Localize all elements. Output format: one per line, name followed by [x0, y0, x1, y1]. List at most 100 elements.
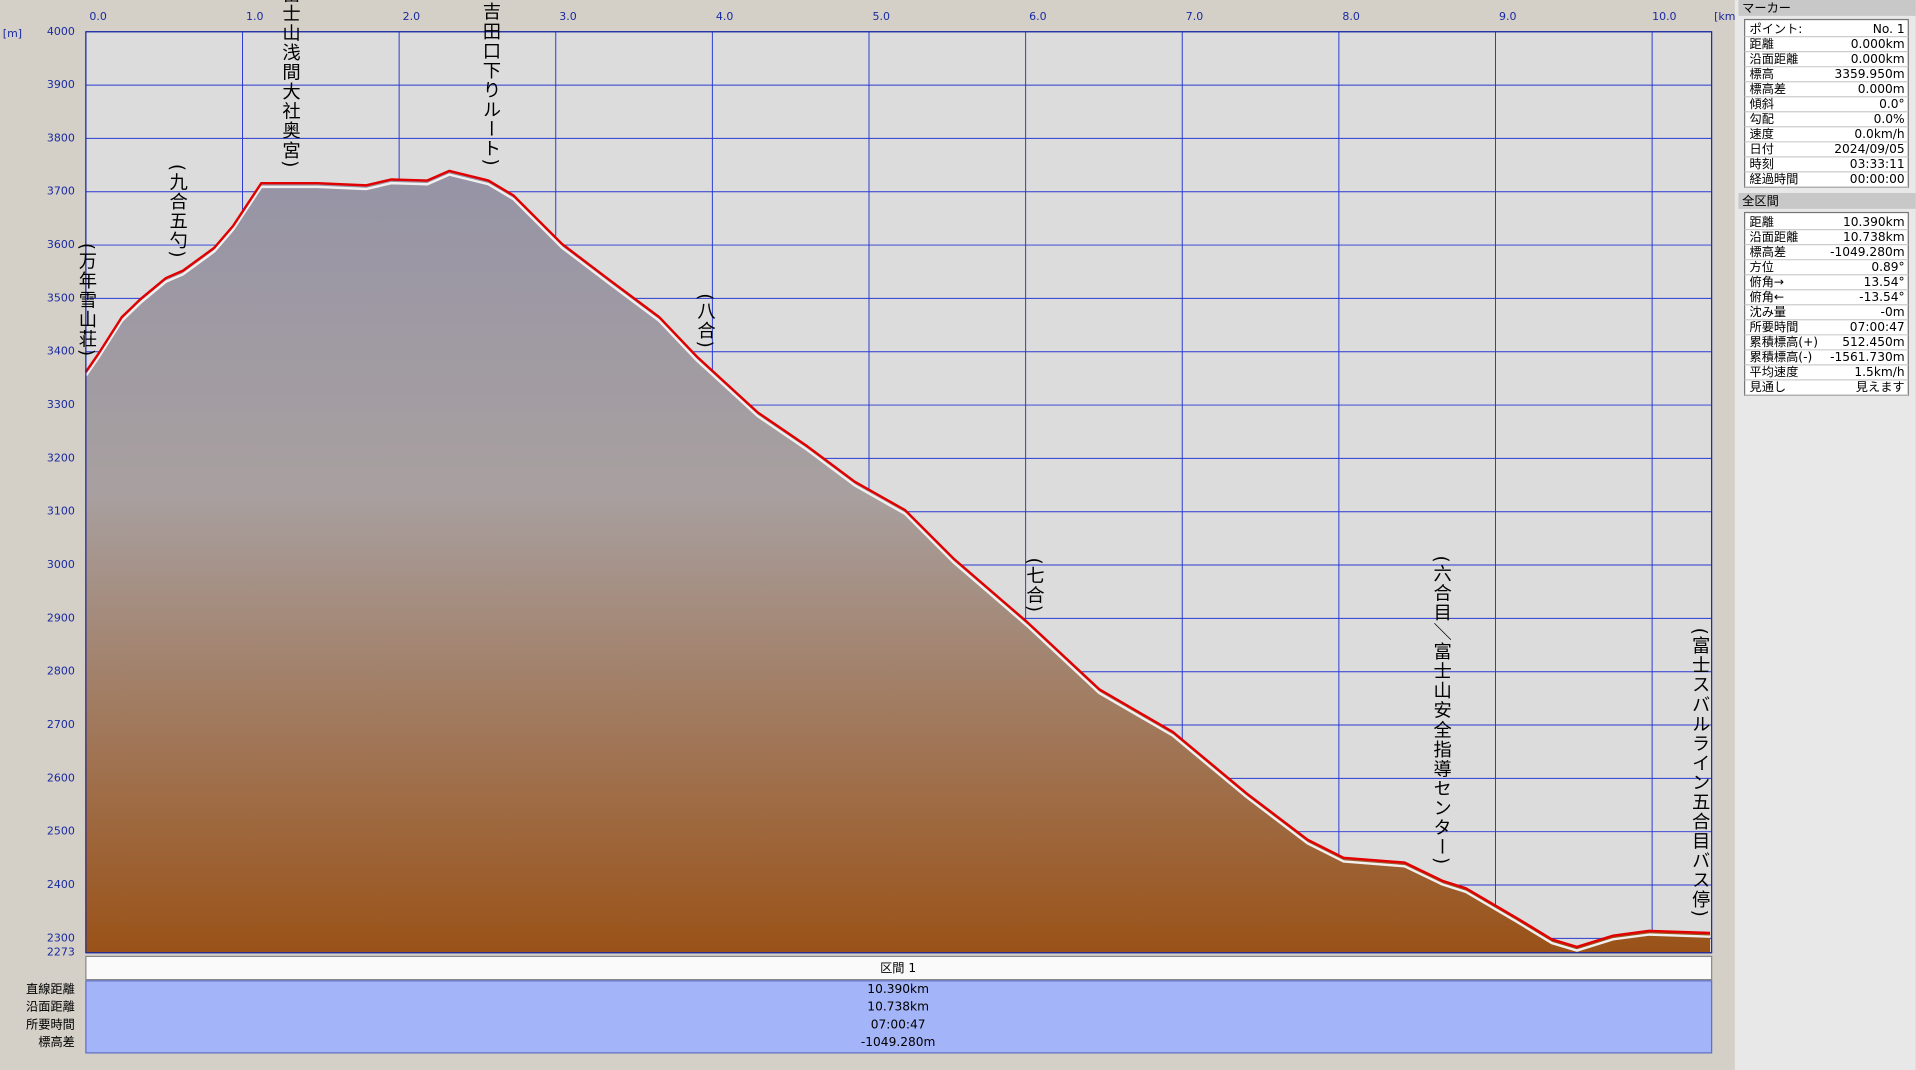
panel-value: No. 1 — [1873, 22, 1905, 36]
panel-value: -1561.730m — [1830, 350, 1905, 364]
panel-label: 日付 — [1750, 142, 1774, 156]
y-tick-label: 3800 — [47, 131, 75, 144]
annotation: (八合) — [695, 293, 716, 349]
y-tick-label: 3300 — [47, 398, 75, 411]
panel-label: 見通し — [1750, 380, 1787, 394]
panel-label: 速度 — [1750, 126, 1774, 141]
plot-border — [85, 31, 1713, 954]
panel-label: 勾配 — [1750, 112, 1774, 126]
x-tick-label: 2.0 — [403, 10, 420, 23]
panel-label: 距離 — [1750, 37, 1774, 51]
section-label: 所要時間 — [26, 1017, 75, 1031]
x-axis-label: [km] — [1714, 10, 1740, 23]
section-body — [85, 980, 1713, 1054]
annotation: (富士山浅間大社奥宮) — [279, 0, 300, 169]
panel-header-bg — [1738, 192, 1916, 209]
y-tick-label: 2400 — [47, 878, 75, 891]
elevation-line — [84, 169, 1711, 949]
panel-value: 13.54° — [1864, 275, 1905, 289]
x-tick-label: 8.0 — [1342, 10, 1359, 23]
panel-label: 傾斜 — [1750, 96, 1774, 111]
panel-label: 標高差 — [1750, 244, 1787, 259]
panel-label: 方位 — [1750, 259, 1774, 274]
y-tick-label: 2600 — [47, 771, 75, 784]
y-tick-label: 2300 — [47, 931, 75, 944]
x-tick-label: 0.0 — [89, 10, 106, 23]
panel-value: -1049.280m — [1830, 245, 1905, 259]
x-tick-label: 4.0 — [716, 10, 733, 23]
annotation: (七合) — [1023, 557, 1044, 613]
panel-label: 時刻 — [1750, 157, 1774, 171]
panel-label: 所要時間 — [1750, 320, 1799, 334]
y-tick-label: 3000 — [47, 558, 75, 571]
panel-value: 07:00:47 — [1850, 320, 1905, 334]
elevation-area — [85, 170, 1711, 953]
panel-label: 距離 — [1750, 215, 1774, 229]
panel-box — [1744, 18, 1909, 188]
annotation: (六合目＼富士山安全指導センター) — [1431, 555, 1452, 865]
panel-header-bg — [1738, 0, 1916, 16]
y-tick-label: 3700 — [47, 185, 75, 198]
y-tick-label: 3400 — [47, 345, 75, 358]
panel-value: -13.54° — [1859, 290, 1904, 304]
section-label: 沿面距離 — [26, 1000, 75, 1014]
panel-value: 03:33:11 — [1850, 157, 1905, 171]
panel-value: 2024/09/05 — [1834, 142, 1904, 156]
section-header: 区間 1 — [880, 961, 916, 975]
annotation: (九合五勺) — [167, 164, 188, 259]
panel-value: 10.390km — [1843, 215, 1905, 229]
panel-label: 沈み量 — [1750, 304, 1787, 319]
elevation-shadow — [84, 173, 1711, 952]
y-tick-label: 2500 — [47, 825, 75, 838]
panel-label: ポイント: — [1750, 22, 1803, 36]
panel-value: 0.000km — [1851, 37, 1905, 51]
x-tick-label: 9.0 — [1499, 10, 1516, 23]
panel-value: 見えます — [1856, 380, 1905, 394]
panel-value: 0.000km — [1851, 52, 1905, 66]
panel-value: 0.0km/h — [1854, 127, 1904, 141]
annotation: (富士スバルライン五合目バス停) — [1689, 628, 1710, 918]
section-label: 直線距離 — [26, 981, 75, 996]
x-tick-label: 6.0 — [1029, 10, 1046, 23]
panel-value: -0m — [1881, 305, 1905, 319]
panel-label: 経過時間 — [1750, 172, 1799, 186]
section-value: 10.738km — [867, 1000, 929, 1014]
panel-label: 累積標高(-) — [1750, 349, 1813, 364]
panel-value: 3359.950m — [1835, 67, 1905, 81]
y-tick-label: 3200 — [47, 451, 75, 464]
annotation: (万年雪山荘) — [76, 243, 97, 357]
y-tick-label: 2273 — [47, 946, 75, 959]
x-tick-label: 1.0 — [246, 10, 263, 23]
panel-label: 平均速度 — [1750, 364, 1799, 379]
panel-header: マーカー — [1742, 1, 1791, 15]
y-tick-label: 3100 — [47, 505, 75, 518]
x-tick-label: 7.0 — [1186, 10, 1203, 23]
x-tick-label: 10.0 — [1652, 10, 1676, 23]
section-value: 07:00:47 — [871, 1017, 926, 1031]
section-value: -1049.280m — [861, 1035, 936, 1049]
panel-value: 0.89° — [1871, 260, 1904, 274]
panel-value: 1.5km/h — [1854, 365, 1904, 379]
panel-label: 俯角← — [1750, 289, 1785, 304]
section-value: 10.390km — [867, 982, 929, 996]
panel-value: 00:00:00 — [1850, 172, 1905, 186]
y-tick-label: 2700 — [47, 718, 75, 731]
panel-value: 0.000m — [1858, 82, 1905, 96]
y-tick-label: 4000 — [47, 25, 75, 38]
panel-label: 沿面距離 — [1750, 52, 1799, 66]
panel-value: 10.738km — [1843, 230, 1905, 244]
panel-value: 0.0° — [1879, 97, 1905, 111]
panel-label: 沿面距離 — [1750, 230, 1799, 244]
y-tick-label: 3900 — [47, 78, 75, 91]
section-label: 標高差 — [38, 1034, 75, 1049]
panel-label: 累積標高(+) — [1750, 334, 1819, 349]
y-axis-label: [m] — [3, 27, 22, 40]
y-tick-label: 3600 — [47, 238, 75, 251]
y-tick-label: 2900 — [47, 611, 75, 624]
panel-value: 512.450m — [1842, 335, 1904, 349]
panel-header: 全区間 — [1742, 193, 1779, 208]
panel-label: 俯角→ — [1750, 274, 1785, 289]
panel-label: 標高 — [1750, 66, 1774, 81]
y-tick-label: 3500 — [47, 291, 75, 304]
